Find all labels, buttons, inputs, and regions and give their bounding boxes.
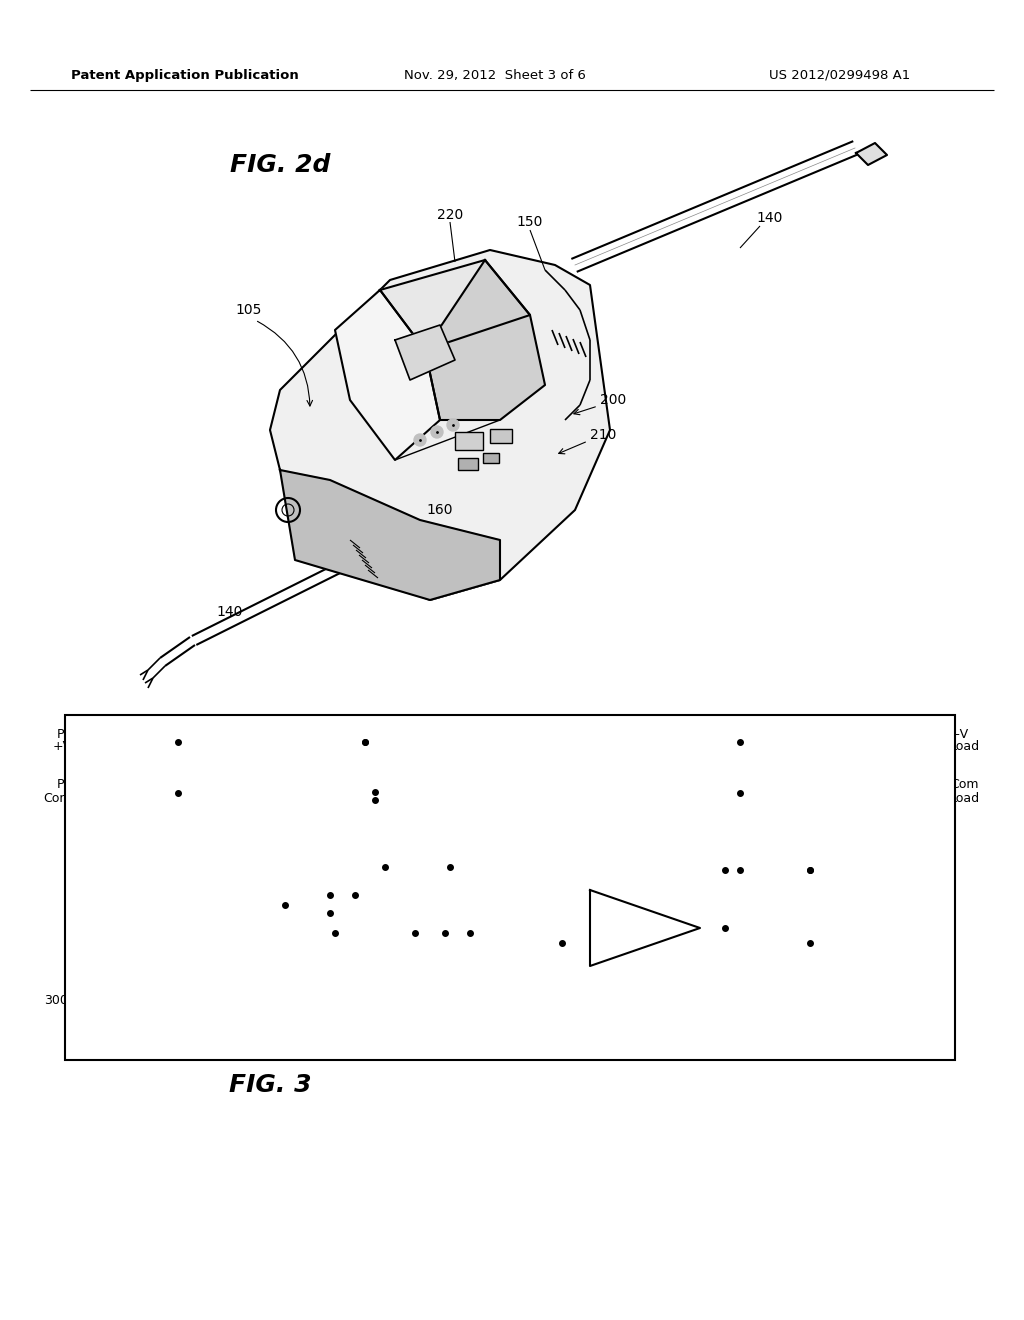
Text: 332: 332 bbox=[835, 946, 859, 960]
Text: 200: 200 bbox=[600, 393, 627, 407]
Bar bbox=[80, 985, 210, 1048]
Text: 140: 140 bbox=[757, 211, 783, 224]
Polygon shape bbox=[380, 260, 530, 350]
Text: Setting: Setting bbox=[305, 866, 355, 880]
Text: Load: Load bbox=[950, 792, 980, 804]
Bar bbox=[490, 429, 512, 444]
Text: Load: Load bbox=[950, 741, 980, 754]
Text: Power: Power bbox=[309, 853, 351, 866]
Bar bbox=[65, 715, 955, 1060]
Polygon shape bbox=[590, 890, 700, 966]
Bar bbox=[275, 838, 385, 895]
Text: +V: +V bbox=[53, 741, 72, 754]
Text: FIG. 3: FIG. 3 bbox=[228, 1073, 311, 1097]
Text: FIG. 2d: FIG. 2d bbox=[230, 153, 331, 177]
Text: Nov. 29, 2012  Sheet 3 of 6: Nov. 29, 2012 Sheet 3 of 6 bbox=[404, 69, 586, 82]
Text: 330: 330 bbox=[595, 785, 618, 799]
Text: Lockout: Lockout bbox=[121, 1018, 169, 1031]
Text: 360: 360 bbox=[760, 775, 783, 788]
Polygon shape bbox=[395, 325, 455, 380]
Text: PS: PS bbox=[56, 779, 72, 792]
Text: PWM: PWM bbox=[497, 821, 532, 837]
Text: 150: 150 bbox=[517, 215, 543, 228]
Polygon shape bbox=[335, 290, 440, 459]
Circle shape bbox=[447, 418, 459, 432]
Text: 310: 310 bbox=[660, 969, 684, 982]
Text: Com: Com bbox=[950, 779, 979, 792]
Text: Veng: Veng bbox=[234, 784, 270, 800]
Bar bbox=[483, 453, 499, 463]
Text: 210: 210 bbox=[590, 428, 616, 442]
Bar bbox=[450, 800, 580, 870]
Text: PS: PS bbox=[56, 727, 72, 741]
Text: Vref: Vref bbox=[360, 925, 390, 940]
Text: 140: 140 bbox=[217, 605, 243, 619]
Text: Low Voltage: Low Voltage bbox=[108, 1002, 183, 1015]
Polygon shape bbox=[280, 470, 500, 601]
Circle shape bbox=[431, 426, 443, 438]
Polygon shape bbox=[270, 249, 610, 601]
Text: Patent Application Publication: Patent Application Publication bbox=[71, 69, 299, 82]
Polygon shape bbox=[856, 143, 887, 165]
Circle shape bbox=[414, 434, 426, 446]
Text: 300: 300 bbox=[44, 994, 68, 1006]
Text: Com: Com bbox=[43, 792, 72, 804]
Bar bbox=[335, 917, 415, 948]
Bar bbox=[210, 770, 295, 814]
Bar bbox=[458, 458, 478, 470]
Text: 105: 105 bbox=[234, 304, 261, 317]
Text: 320: 320 bbox=[246, 908, 270, 921]
Text: +V: +V bbox=[950, 727, 969, 741]
Text: Controller: Controller bbox=[479, 836, 551, 850]
Text: US 2012/0299498 A1: US 2012/0299498 A1 bbox=[769, 69, 910, 82]
Text: 220: 220 bbox=[437, 209, 463, 222]
Text: 160: 160 bbox=[427, 503, 454, 517]
Bar bbox=[455, 432, 483, 450]
Polygon shape bbox=[425, 260, 545, 420]
